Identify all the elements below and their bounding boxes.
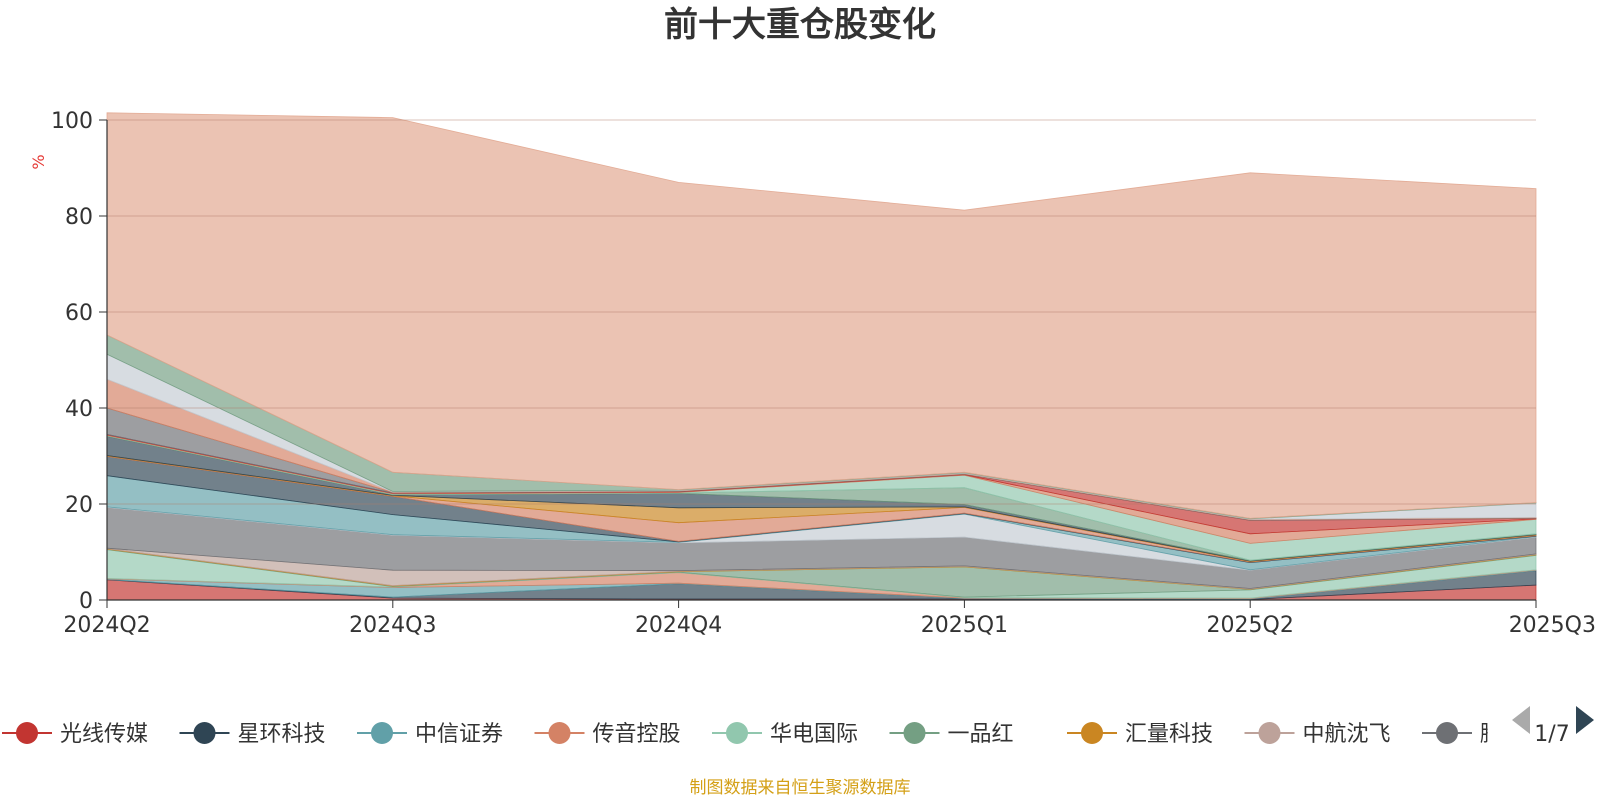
legend-label: 传音控股 — [593, 722, 681, 747]
y-tick-label: 0 — [79, 589, 93, 614]
y-tick-label: 80 — [65, 205, 93, 230]
legend-marker — [903, 722, 926, 744]
chart-title: 前十大重仓股变化 — [664, 5, 936, 45]
legend-marker — [1258, 722, 1281, 744]
x-tick-label: 2025Q1 — [921, 613, 1008, 638]
legend-label: 星环科技 — [238, 722, 326, 747]
source-note: 制图数据来自恒生聚源数据库 — [690, 778, 911, 798]
y-axis-unit: % — [29, 154, 48, 169]
legend-label: 光线传媒 — [60, 722, 148, 747]
legend-item[interactable]: 华电国际 — [712, 722, 858, 747]
gridlines — [107, 119, 1536, 505]
legend-label: 腾讯控股 — [1480, 722, 1568, 747]
legend-item[interactable]: 腾讯控股 — [1422, 722, 1568, 747]
legend-item[interactable]: 星环科技 — [179, 722, 326, 747]
x-tick-label: 2024Q2 — [63, 613, 150, 638]
x-axis-ticks: 2024Q2 2024Q3 2024Q4 2025Q1 2025Q2 2025Q3 — [63, 600, 1596, 638]
legend-marker — [193, 722, 216, 744]
legend-marker — [726, 722, 748, 744]
legend-prev-icon[interactable] — [1512, 706, 1530, 734]
legend-next-icon[interactable] — [1576, 706, 1594, 734]
legend-label: 一品红 — [948, 722, 1014, 747]
legend-label: 汇量科技 — [1125, 722, 1213, 747]
y-tick-label: 20 — [65, 493, 93, 518]
y-tick-label: 40 — [65, 397, 93, 422]
legend: 光线传媒 星环科技 中信证券 传音控股 华电国际 一品红 汇量科技 中航沈飞 腾讯控股 — [2, 722, 1568, 747]
x-tick-label: 2025Q2 — [1207, 613, 1294, 638]
legend-label: 华电国际 — [770, 722, 858, 747]
y-tick-label: 60 — [65, 301, 93, 326]
legend-item[interactable]: 中航沈飞 — [1244, 722, 1391, 747]
y-axis-ticks: 0 20 40 60 80 100 — [51, 109, 107, 614]
legend-marker — [371, 722, 393, 744]
area-series-24[interactable] — [106, 112, 1537, 519]
legend-item[interactable]: 传音控股 — [534, 722, 681, 747]
axes — [106, 120, 1536, 601]
legend-label: 中信证券 — [415, 722, 503, 747]
legend-pager: 1/7 — [1512, 706, 1594, 747]
legend-marker — [16, 722, 38, 744]
area-series-group — [106, 112, 1537, 601]
legend-marker — [1436, 722, 1458, 744]
x-tick-label: 2024Q3 — [349, 613, 436, 638]
legend-marker — [548, 722, 571, 744]
legend-label: 中航沈飞 — [1303, 722, 1391, 747]
legend-item[interactable]: 一品红 — [889, 722, 1014, 747]
y-tick-label: 100 — [51, 109, 93, 134]
legend-item[interactable]: 汇量科技 — [1067, 722, 1213, 747]
x-tick-label: 2025Q3 — [1509, 613, 1596, 638]
x-tick-label: 2024Q4 — [635, 613, 722, 638]
legend-page-label: 1/7 — [1534, 722, 1569, 747]
legend-marker — [1081, 722, 1103, 744]
legend-item[interactable]: 中信证券 — [357, 722, 503, 747]
legend-item[interactable]: 光线传媒 — [2, 722, 148, 747]
